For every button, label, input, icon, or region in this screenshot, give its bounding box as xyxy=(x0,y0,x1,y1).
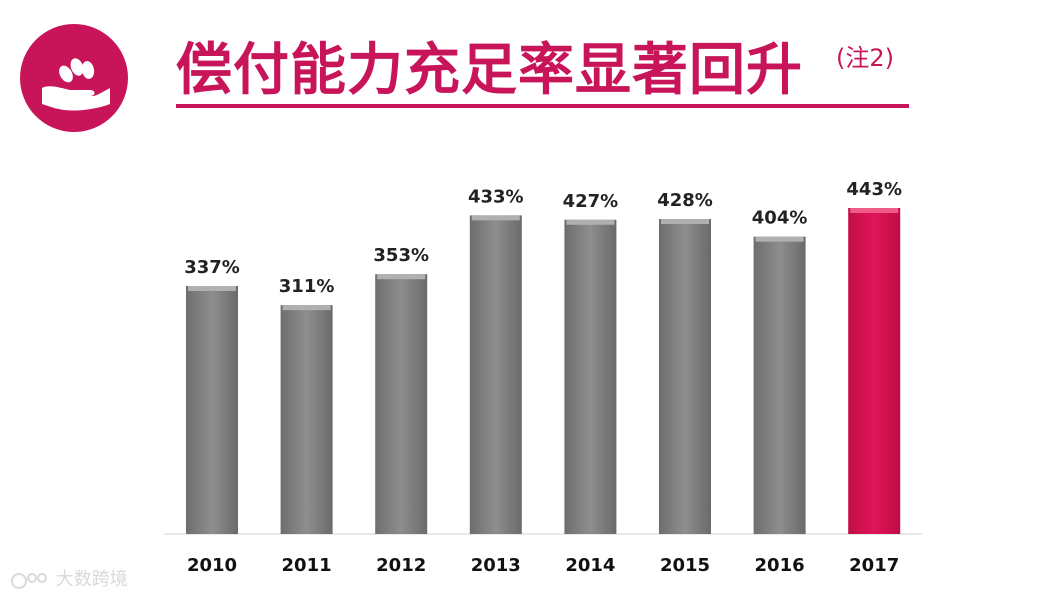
value-labels-group: 337% 311% 353% 433% 427% 428% 404% 443% xyxy=(184,179,902,297)
bar-bevel-2016 xyxy=(755,236,804,242)
bar-2013 xyxy=(469,215,522,534)
value-label-2016: 404% xyxy=(752,208,808,229)
bar-2017 xyxy=(848,208,901,534)
bar-bevel-2013 xyxy=(471,215,520,221)
bars-group xyxy=(186,208,901,534)
bar-bevel-2012 xyxy=(377,274,426,280)
x-tick-2016: 2016 xyxy=(755,555,805,576)
bar-2016 xyxy=(753,236,806,534)
bar-2014 xyxy=(564,219,617,534)
x-tick-2011: 2011 xyxy=(282,555,332,576)
bar-bevel-2015 xyxy=(661,219,709,225)
value-label-2017: 443% xyxy=(846,179,902,200)
page-title: 偿付能力充足率显著回升 xyxy=(176,38,803,103)
bar-bevel-2014 xyxy=(566,219,615,225)
x-tick-labels-group: 2010 2011 2012 2013 2014 2015 2016 2017 xyxy=(187,555,899,576)
watermark: 大数跨境 xyxy=(10,565,128,591)
bar-bevel-2017 xyxy=(850,208,899,213)
title-underline xyxy=(176,104,909,108)
x-tick-2013: 2013 xyxy=(471,555,521,576)
value-label-2010: 337% xyxy=(184,257,240,278)
bar-bevel-2010 xyxy=(188,286,236,292)
value-label-2012: 353% xyxy=(373,245,429,266)
value-label-2015: 428% xyxy=(657,190,713,211)
value-label-2011: 311% xyxy=(279,276,335,297)
x-tick-2015: 2015 xyxy=(660,555,710,576)
hand-coins-icon xyxy=(42,58,110,111)
bar-2012 xyxy=(375,274,428,534)
watermark-logo-icon xyxy=(11,573,47,589)
value-label-2014: 427% xyxy=(563,191,619,212)
x-tick-2017: 2017 xyxy=(849,555,899,576)
watermark-text: 大数跨境 xyxy=(55,569,128,590)
logo-badge xyxy=(20,24,128,132)
bar-bevel-2011 xyxy=(282,305,331,311)
bar-2010 xyxy=(186,286,238,534)
value-label-2013: 433% xyxy=(468,186,524,207)
bar-2015 xyxy=(659,219,711,534)
title-footnote-marker: (注2) xyxy=(836,44,894,72)
x-tick-2014: 2014 xyxy=(565,555,615,576)
x-tick-2010: 2010 xyxy=(187,555,237,576)
x-tick-2012: 2012 xyxy=(376,555,426,576)
bar-2011 xyxy=(280,305,333,534)
